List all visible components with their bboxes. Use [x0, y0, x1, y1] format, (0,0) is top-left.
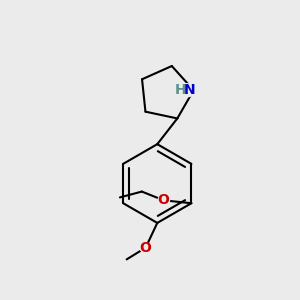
Ellipse shape [173, 84, 198, 97]
Text: O: O [158, 193, 170, 207]
Ellipse shape [140, 243, 152, 252]
Text: O: O [140, 241, 152, 255]
Text: H: H [174, 83, 186, 97]
Text: N: N [184, 83, 196, 97]
Ellipse shape [158, 196, 170, 205]
